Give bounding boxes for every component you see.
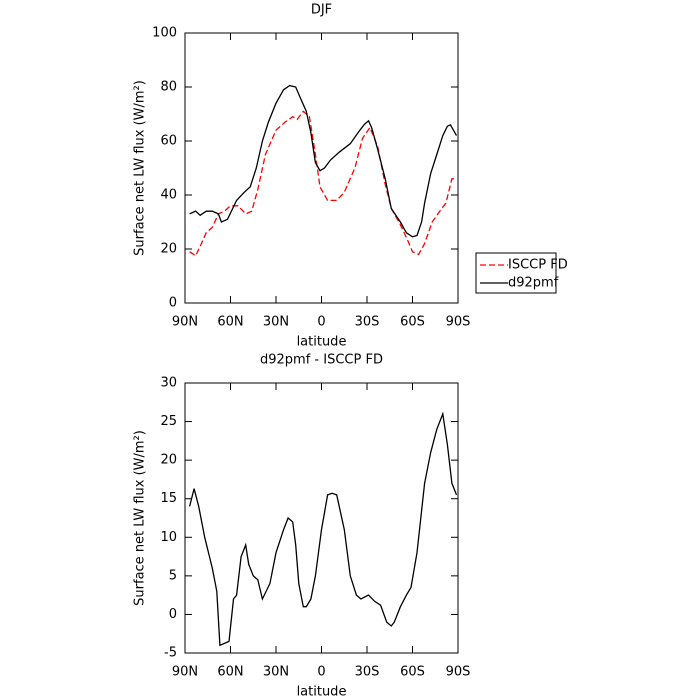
x-tick-label: 90S — [446, 665, 471, 680]
y-tick-label: 0 — [169, 296, 177, 311]
x-tick-label: 60S — [400, 315, 425, 330]
data-line — [188, 411, 458, 647]
y-tick-label: 20 — [160, 453, 177, 468]
y-tick-label: 20 — [160, 242, 177, 257]
x-tick-label: 90N — [172, 665, 198, 680]
plot-frame — [184, 32, 459, 304]
x-tick-label: 60S — [400, 665, 425, 680]
x-tick-label: 30S — [355, 315, 380, 330]
x-axis-label: latitude — [297, 685, 347, 700]
legend-box — [475, 252, 557, 294]
x-tick-label: 60N — [217, 315, 243, 330]
x-tick-label: 0 — [317, 315, 325, 330]
x-tick-label: 90N — [172, 315, 198, 330]
data-line — [189, 84, 458, 238]
x-tick-label: 90S — [446, 315, 471, 330]
chart-title: d92pmf - ISCCP FD — [260, 353, 383, 368]
y-axis-label: Surface net LW flux (W/m²) — [133, 430, 148, 606]
x-tick-label: 0 — [317, 665, 325, 680]
chart-title: DJF — [311, 3, 332, 18]
x-tick-label: 30N — [263, 665, 289, 680]
y-tick-label: 80 — [160, 80, 177, 95]
x-tick-label: 30N — [263, 315, 289, 330]
y-tick-label: 15 — [160, 491, 177, 506]
legend-label: ISCCP FD — [508, 258, 568, 273]
data-line — [189, 110, 457, 257]
x-tick-label: 30S — [355, 665, 380, 680]
x-axis-label: latitude — [297, 335, 347, 350]
y-tick-label: 100 — [152, 26, 177, 41]
y-tick-label: -5 — [164, 646, 177, 661]
y-tick-label: 30 — [160, 376, 177, 391]
y-tick-label: 25 — [160, 414, 177, 429]
y-tick-label: 60 — [160, 134, 177, 149]
plot-frame — [184, 382, 459, 654]
legend-label: d92pmf — [508, 276, 559, 291]
y-tick-label: 0 — [169, 607, 177, 622]
y-tick-label: 10 — [160, 530, 177, 545]
x-tick-label: 60N — [217, 665, 243, 680]
y-tick-label: 40 — [160, 188, 177, 203]
y-tick-label: 5 — [169, 568, 177, 583]
y-axis-label: Surface net LW flux (W/m²) — [133, 80, 148, 256]
